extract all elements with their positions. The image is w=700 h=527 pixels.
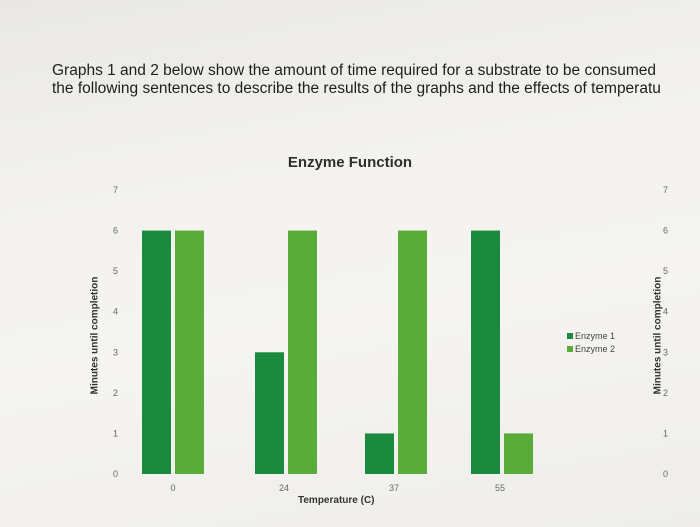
y-tick-left-0: 0 xyxy=(113,469,118,479)
y-tick-left-4: 4 xyxy=(113,307,118,317)
legend-label-enzyme-2: Enzyme 2 xyxy=(575,343,616,354)
legend-item-enzyme-2: Enzyme 2 xyxy=(567,342,615,355)
bar-enzyme-2-55 xyxy=(504,433,533,474)
y-tick-left-1: 1 xyxy=(113,428,118,438)
y-tick-right-3: 3 xyxy=(663,347,668,357)
y-axis-label-left: Minutes until completion xyxy=(89,276,101,395)
bar-enzyme-1-55 xyxy=(471,230,500,474)
y-tick-left-2: 2 xyxy=(113,388,118,398)
chart-title: Enzyme Function xyxy=(287,154,413,171)
y-tick-right-4: 4 xyxy=(663,307,668,317)
y-tick-right-1: 1 xyxy=(663,428,668,438)
legend: Enzyme 1 Enzyme 2 xyxy=(567,329,615,355)
legend-item-enzyme-1: Enzyme 1 xyxy=(567,329,615,342)
x-tick-55: 55 xyxy=(495,483,505,493)
y-tick-left-3: 3 xyxy=(113,347,118,357)
x-tick-24: 24 xyxy=(279,483,289,493)
bar-enzyme-1-24 xyxy=(255,352,284,474)
y-tick-left-6: 6 xyxy=(113,226,118,236)
question-text: Graphs 1 and 2 below show the amount of … xyxy=(52,62,700,98)
bar-enzyme-1-37 xyxy=(365,433,394,474)
legend-swatch-enzyme-2 xyxy=(567,345,573,352)
bar-enzyme-1-0 xyxy=(142,230,171,474)
legend-swatch-enzyme-1 xyxy=(567,332,573,339)
y-tick-right-5: 5 xyxy=(663,266,668,276)
bar-enzyme-2-24 xyxy=(288,230,317,474)
bar-enzyme-2-0 xyxy=(175,230,204,474)
question-line-1: Graphs 1 and 2 below show the amount of … xyxy=(52,62,656,79)
y-tick-left-7: 7 xyxy=(113,185,118,195)
y-axis-label-right: Minutes until completion xyxy=(652,276,664,395)
y-tick-right-6: 6 xyxy=(663,226,668,236)
y-tick-right-2: 2 xyxy=(663,388,668,398)
y-tick-left-5: 5 xyxy=(113,266,118,276)
x-tick-37: 37 xyxy=(389,483,399,493)
legend-label-enzyme-1: Enzyme 1 xyxy=(575,330,616,341)
y-tick-right-0: 0 xyxy=(663,469,668,479)
x-tick-0: 0 xyxy=(170,483,175,493)
x-axis-label: Temperature (C) xyxy=(298,495,375,506)
y-tick-right-7: 7 xyxy=(663,185,668,195)
question-line-2: the following sentences to describe the … xyxy=(52,80,661,97)
bar-enzyme-2-37 xyxy=(398,230,427,474)
